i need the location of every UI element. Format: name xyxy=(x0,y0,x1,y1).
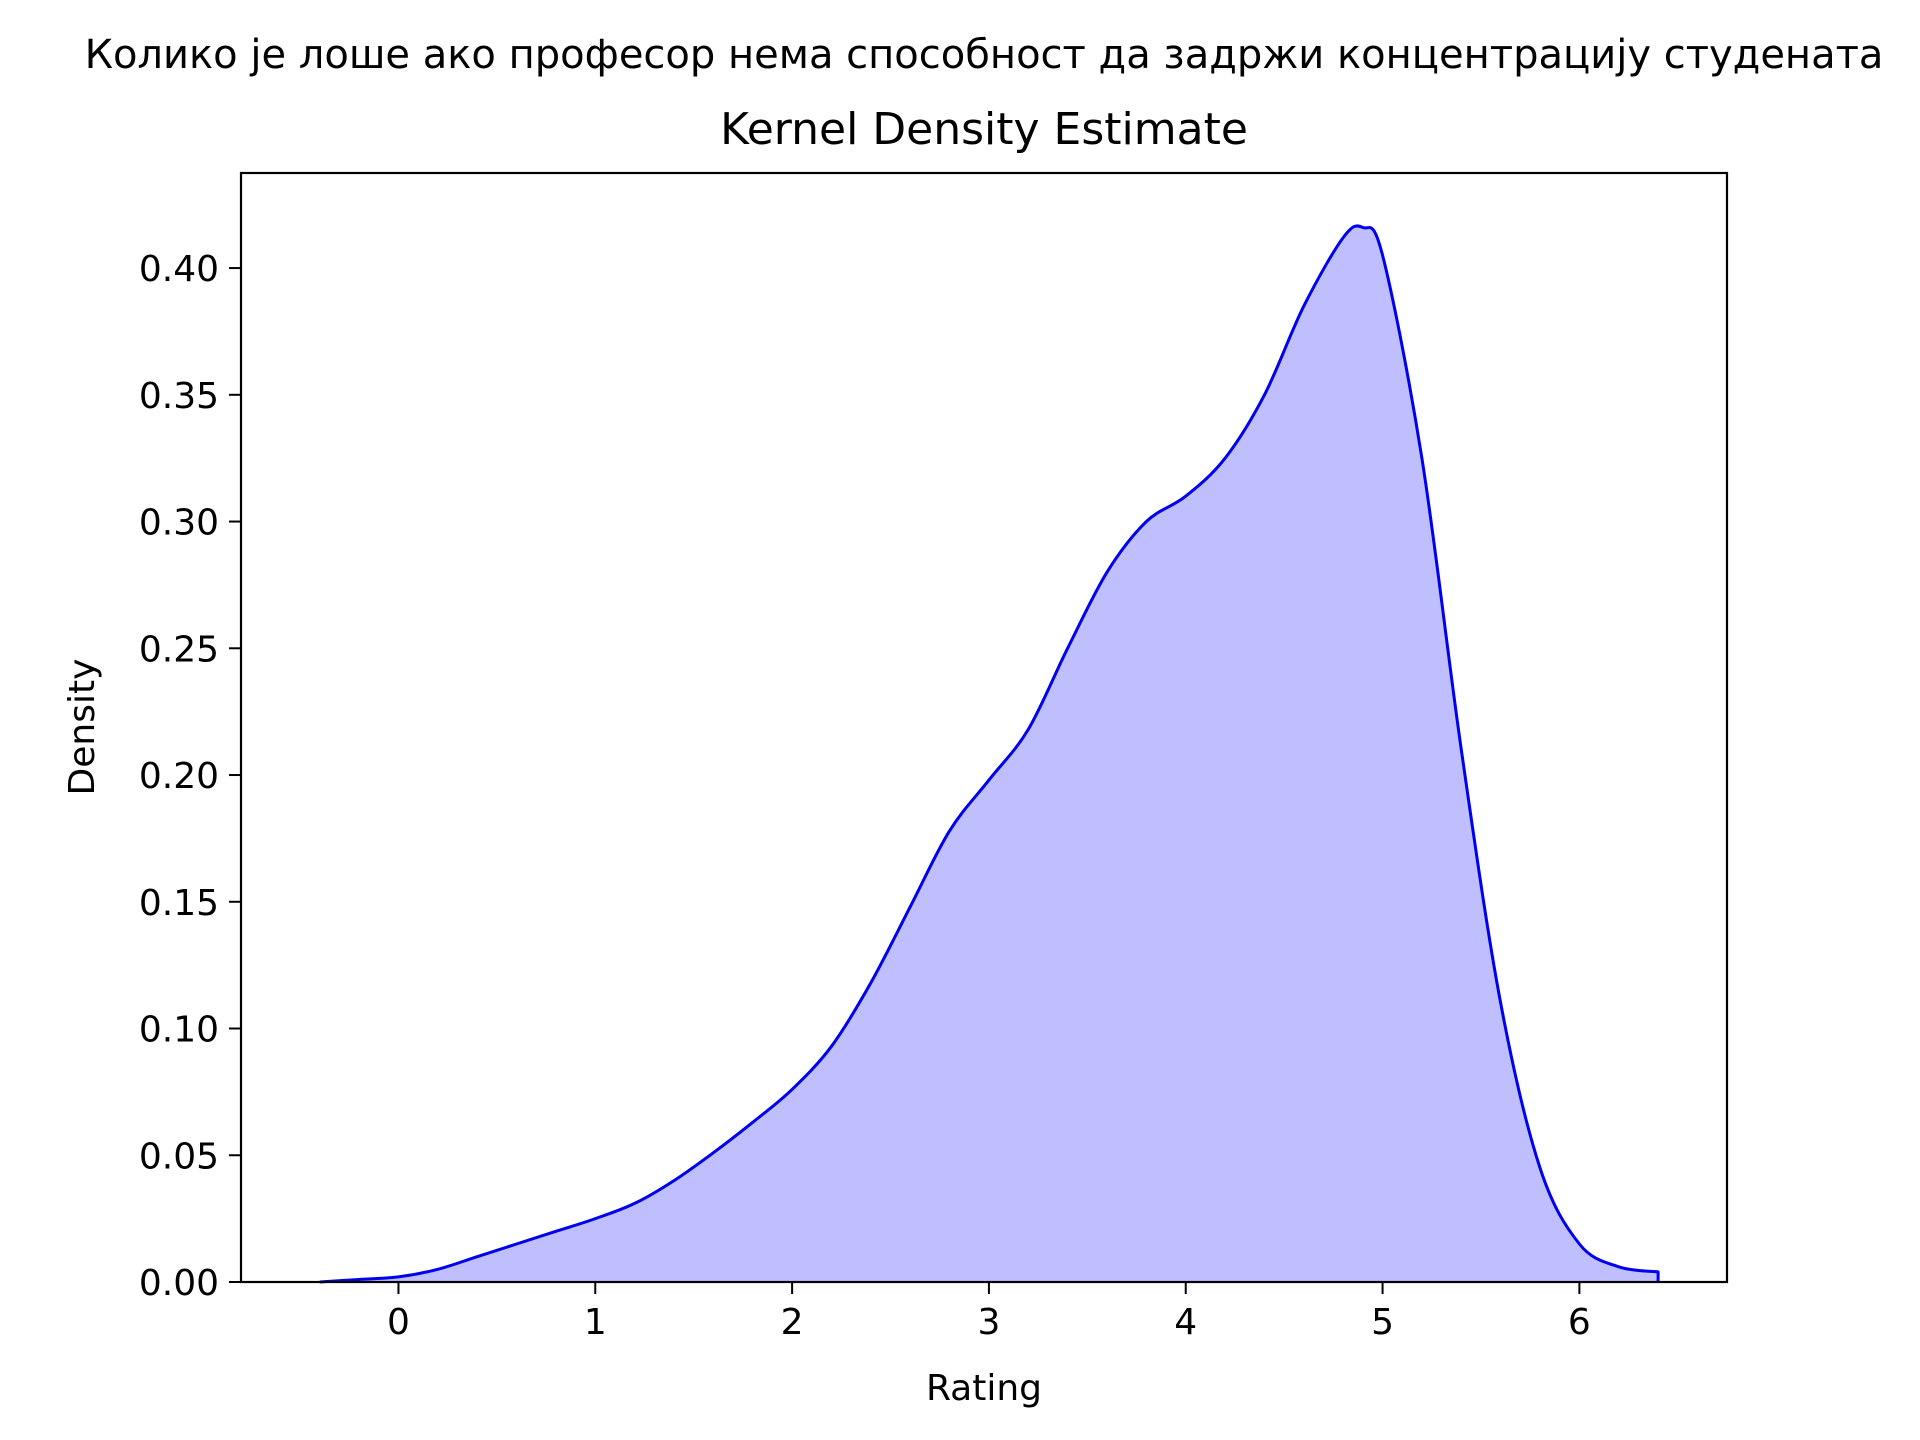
y-tick-label: 0.40 xyxy=(139,249,219,290)
x-tick-label: 3 xyxy=(977,1302,1000,1343)
kde-curve xyxy=(319,224,1660,1284)
x-tick-label: 0 xyxy=(387,1302,410,1343)
x-tick-label: 6 xyxy=(1568,1302,1591,1343)
plot-area xyxy=(319,224,1660,1284)
y-tick-label: 0.20 xyxy=(139,756,219,797)
x-tick-label: 5 xyxy=(1371,1302,1394,1343)
kde-area-fill xyxy=(319,225,1659,1282)
x-tick-label: 2 xyxy=(781,1302,804,1343)
y-axis: 0.00 0.05 0.10 0.15 0.20 0.25 0.30 0.35 0.40 xyxy=(139,249,241,1304)
y-tick-label: 0.30 xyxy=(139,503,219,544)
chart-suptitle: Колико је лоше ако професор нема способн… xyxy=(85,32,1884,78)
x-axis-label: Rating xyxy=(926,1368,1042,1409)
chart-title: Kernel Density Estimate xyxy=(720,104,1248,155)
x-tick-label: 1 xyxy=(584,1302,607,1343)
y-tick-label: 0.10 xyxy=(139,1010,219,1051)
y-axis-label: Density xyxy=(62,659,103,796)
y-tick-label: 0.00 xyxy=(139,1263,219,1304)
y-tick-label: 0.25 xyxy=(139,629,219,670)
y-tick-label: 0.35 xyxy=(139,376,219,417)
y-tick-label: 0.15 xyxy=(139,883,219,924)
x-axis: 0 1 2 3 4 5 6 xyxy=(387,1282,1591,1343)
plot-frame xyxy=(239,171,1729,1284)
y-tick-label: 0.05 xyxy=(139,1136,219,1177)
x-tick-label: 4 xyxy=(1174,1302,1197,1343)
